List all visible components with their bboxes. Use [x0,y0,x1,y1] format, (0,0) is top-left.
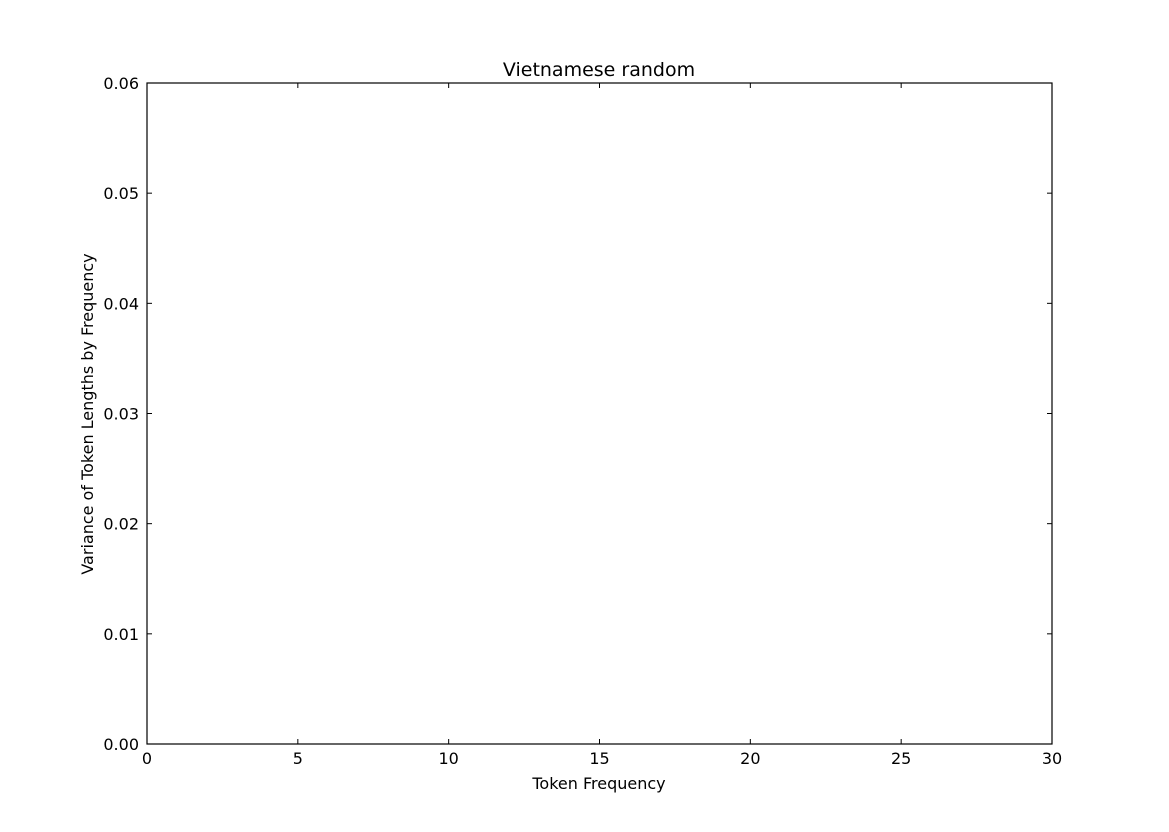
x-tick-label: 15 [589,749,609,768]
y-tick-label: 0.00 [103,735,139,754]
y-tick-label: 0.02 [103,515,139,534]
x-axis-label: Token Frequency [531,774,665,793]
x-tick-label: 25 [891,749,911,768]
y-tick-label: 0.03 [103,405,139,424]
x-tick-label: 5 [293,749,303,768]
x-tick-label: 0 [142,749,152,768]
y-axis-label: Variance of Token Lengths by Frequency [78,253,97,574]
y-tick-label: 0.05 [103,184,139,203]
plot-frame [146,82,1053,745]
y-tick-label: 0.04 [103,294,139,313]
y-tick-label: 0.01 [103,625,139,644]
chart-title: Vietnamese random [503,59,695,81]
x-tick-label: 30 [1042,749,1062,768]
plot-area: 0 5 10 15 20 25 30 0.00 0.01 0.02 0.03 0.04 0.05 0.06 [103,74,1062,768]
x-tick-label: 10 [438,749,458,768]
y-tick-label: 0.06 [103,74,139,93]
x-tick-label: 20 [740,749,760,768]
